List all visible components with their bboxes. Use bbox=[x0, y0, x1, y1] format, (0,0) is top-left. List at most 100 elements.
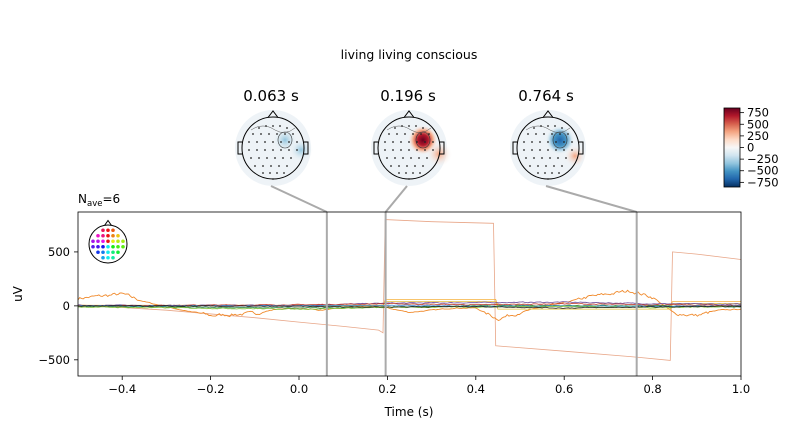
topomap-sensor-dot bbox=[384, 141, 386, 143]
topomap-sensor-dot bbox=[290, 157, 292, 159]
nave-label: Nave=6 bbox=[78, 192, 120, 209]
topomap-left-ear bbox=[512, 141, 517, 155]
sensor-legend-dot bbox=[111, 250, 115, 255]
topomap-sensor-dot bbox=[288, 149, 290, 151]
topomap-sensor-dot bbox=[404, 133, 406, 135]
sensor-legend-dot bbox=[116, 239, 120, 244]
topomap-sensor-dot bbox=[296, 141, 298, 143]
y-tick-label: −500 bbox=[38, 353, 70, 367]
topomap-sensor-dot bbox=[544, 172, 546, 174]
topomap-nose bbox=[267, 110, 279, 118]
x-tick-label: −0.4 bbox=[108, 382, 136, 396]
topomap-sensor-dot bbox=[254, 165, 256, 167]
topomap-sensor-dot bbox=[408, 141, 410, 143]
topomap-sensor-dot bbox=[288, 141, 290, 143]
topomap-sensor-dot bbox=[416, 141, 418, 143]
topomap-sensor-dot bbox=[256, 149, 258, 151]
butterfly-plot: −0.4 −0.2 0.0 0.2 0.4 0.6 0.8 1.0 500 0 −500 Time… bbox=[11, 211, 750, 419]
topomap-sensor-dot bbox=[394, 157, 396, 159]
sensor-legend-dot bbox=[101, 239, 105, 244]
topomap-contour bbox=[386, 125, 432, 133]
topomap-sensor-dot bbox=[286, 127, 288, 129]
colorbar-tick-label: 750 bbox=[747, 106, 769, 120]
topomap-sensor-dot bbox=[248, 141, 250, 143]
sensor-legend-dot bbox=[121, 239, 125, 244]
topomap-connector-line bbox=[545, 185, 637, 213]
topomap-sensor-dot bbox=[551, 133, 553, 135]
topomap-sensor-dot bbox=[553, 165, 555, 167]
topomap-sensor-dot bbox=[272, 141, 274, 143]
x-tick-label: 0.8 bbox=[643, 382, 661, 396]
topomap-field-blob bbox=[564, 145, 586, 167]
topomap-2: 0.196 s bbox=[371, 87, 452, 186]
x-tick-label: 0.2 bbox=[378, 382, 396, 396]
topomap-sensor-dot bbox=[406, 165, 408, 167]
topomap-sensor-dot bbox=[400, 141, 402, 143]
topomap-sensor-dot bbox=[565, 157, 567, 159]
topomap-sensor-dot bbox=[412, 172, 414, 174]
topomap-right-ear bbox=[440, 141, 445, 155]
topomap-sensor-dot bbox=[408, 149, 410, 151]
topomap-sensor-dot bbox=[390, 165, 392, 167]
sensor-legend-dot bbox=[111, 255, 115, 260]
topomap-sensor-dot bbox=[276, 172, 278, 174]
topomap-sensor-dot bbox=[280, 141, 282, 143]
topomap-sensor-dot bbox=[424, 141, 426, 143]
colorbar-tick-label: −750 bbox=[747, 175, 779, 189]
topomap-field-blob bbox=[289, 138, 313, 162]
y-tick-label: 0 bbox=[63, 299, 70, 313]
topomap-sensor-dot bbox=[531, 149, 533, 151]
topomap-sensor-dot bbox=[278, 165, 280, 167]
y-tick-label: 500 bbox=[48, 245, 70, 259]
topomap-sensor-dot bbox=[280, 149, 282, 151]
topomap-sensor-dot bbox=[432, 149, 434, 151]
topomap-right-ear bbox=[304, 141, 309, 155]
topomap-sensor-dot bbox=[529, 165, 531, 167]
topomap-sensor-dot bbox=[547, 178, 549, 180]
topomap-sensor-dot bbox=[539, 149, 541, 151]
topomap-sensor-dot bbox=[416, 149, 418, 151]
topomap-sensor-dot bbox=[272, 178, 274, 180]
topomap-sensor-dot bbox=[537, 172, 539, 174]
topomap-connectors bbox=[270, 185, 637, 213]
topomap-sensor-dot bbox=[394, 127, 396, 129]
topomap-sensor-dot bbox=[422, 127, 424, 129]
topomap-sensor-dot bbox=[279, 125, 281, 127]
sensor-legend-dot bbox=[116, 233, 120, 238]
topomap-sensor-dot bbox=[547, 149, 549, 151]
topomap-sensor-dot bbox=[292, 133, 294, 135]
topomap-sensor-dot bbox=[523, 149, 525, 151]
topomap-sensor-dot bbox=[547, 141, 549, 143]
colorbar-tick-label: −250 bbox=[747, 152, 779, 166]
x-tick-label: 1.0 bbox=[732, 382, 750, 396]
topomap-sensor-dot bbox=[258, 157, 260, 159]
topomap-sensor-dot bbox=[392, 149, 394, 151]
topomap-connector-line bbox=[384, 185, 408, 213]
sensor-legend-dot bbox=[106, 250, 110, 255]
topomap-sensor-dot bbox=[533, 157, 535, 159]
topomap-sensor-dot bbox=[424, 149, 426, 151]
topomap-sensor-dot bbox=[405, 172, 407, 174]
topomap-sensor-dot bbox=[386, 157, 388, 159]
topomap-sensor-dot bbox=[567, 133, 569, 135]
topomap-sensor-dot bbox=[283, 172, 285, 174]
topomap-sensor-dot bbox=[537, 165, 539, 167]
topomap-sensor-dot bbox=[408, 125, 410, 127]
sensor-legend-dot bbox=[96, 233, 100, 238]
sensor-legend-dot bbox=[96, 250, 100, 255]
topomap-sensor-dot bbox=[418, 157, 420, 159]
topomap-sensor-dot bbox=[523, 141, 525, 143]
sensor-legend-dot bbox=[111, 244, 115, 249]
sensor-legend-dot bbox=[116, 244, 120, 249]
topomap-sensor-dot bbox=[388, 133, 390, 135]
topomap-sensor-dot bbox=[408, 178, 410, 180]
topomap-sensor-dot bbox=[557, 157, 559, 159]
topomap-sensor-dot bbox=[262, 172, 264, 174]
topomap-left-ear bbox=[237, 141, 242, 155]
sensor-legend-dot bbox=[101, 255, 105, 260]
sensor-legend-dot bbox=[91, 239, 95, 244]
sensor-legend-dot bbox=[116, 250, 120, 255]
topomap-sensor-dot bbox=[414, 165, 416, 167]
topomap-sensor-dot bbox=[258, 127, 260, 129]
topomap-contour bbox=[277, 131, 293, 149]
